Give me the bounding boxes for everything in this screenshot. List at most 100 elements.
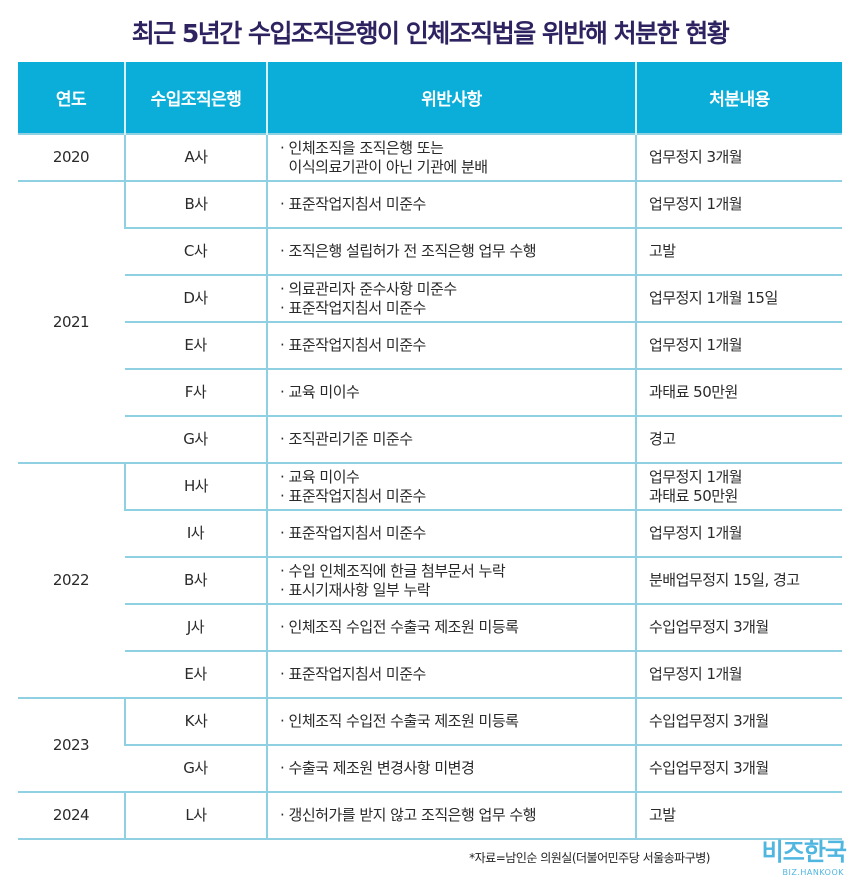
penalty-item: 업무정지 1개월 xyxy=(649,195,743,213)
violation-cell: 교육 미이수 xyxy=(266,368,636,416)
bank-cell: I사 xyxy=(125,509,267,557)
bank-cell: E사 xyxy=(125,650,267,698)
bank-cell: J사 xyxy=(125,603,267,651)
penalty-cell: 업무정지 1개월 15일 xyxy=(635,274,842,322)
violation-cell: 갱신허가를 받지 않고 조직은행 업무 수행 xyxy=(266,791,636,840)
violation-item: 수입 인체조직에 한글 첨부문서 누락 xyxy=(280,562,635,581)
violation-item: 표준작업지침서 미준수 xyxy=(280,299,635,318)
penalty-item: 업무정지 1개월 xyxy=(649,524,743,542)
penalty-cell: 업무정지 1개월 xyxy=(635,650,842,698)
penalty-cell: 업무정지 1개월 xyxy=(635,321,842,369)
violation-cell: 인체조직 수입전 수출국 제조원 미등록 xyxy=(266,697,636,745)
violation-cell: 표준작업지침서 미준수 xyxy=(266,509,636,557)
bank-cell: G사 xyxy=(125,415,267,463)
penalty-cell: 수입업무정지 3개월 xyxy=(635,744,842,792)
table-row: C사 조직은행 설립허가 전 조직은행 업무 수행 고발 xyxy=(18,227,842,275)
year-cell: 2024 xyxy=(18,791,125,840)
header-year: 연도 xyxy=(18,62,125,134)
penalty-cell: 업무정지 3개월 xyxy=(635,133,842,181)
penalty-item: 경고 xyxy=(649,430,676,448)
bank-cell: A사 xyxy=(124,133,267,181)
table-row: G사 수출국 제조원 변경사항 미변경 수입업무정지 3개월 xyxy=(18,744,842,792)
penalty-item: 분배업무정지 15일, 경고 xyxy=(649,571,800,589)
logo-korean: 비즈한국 xyxy=(761,838,847,866)
penalty-cell: 업무정지 1개월 xyxy=(635,180,842,228)
penalty-item: 업무정지 1개월 xyxy=(649,467,743,486)
penalty-cell: 업무정지 1개월 과태료 50만원 xyxy=(635,462,842,510)
penalty-item: 업무정지 1개월 15일 xyxy=(649,289,778,307)
penalty-item: 과태료 50만원 xyxy=(649,383,738,401)
penalty-cell: 수입업무정지 3개월 xyxy=(635,697,842,745)
violation-item: 의료관리자 준수사항 미준수 xyxy=(280,280,635,299)
violation-cell: 교육 미이수표준작업지침서 미준수 xyxy=(266,462,636,510)
violation-cell: 수출국 제조원 변경사항 미변경 xyxy=(266,744,636,792)
violation-item: 표시기재사항 일부 누락 xyxy=(280,581,635,600)
year-cell: 2020 xyxy=(18,133,125,181)
source-note: *자료=남인순 의원실(더불어민주당 서울송파구병) xyxy=(469,851,710,865)
penalty-cell: 업무정지 1개월 xyxy=(635,509,842,557)
penalty-cell: 고발 xyxy=(635,227,842,275)
table-row: E사 표준작업지침서 미준수 업무정지 1개월 xyxy=(18,321,842,369)
violation-item: 교육 미이수 xyxy=(280,383,635,402)
year-cell: 2022 xyxy=(18,462,125,698)
penalty-item: 수입업무정지 3개월 xyxy=(649,618,769,636)
violation-item: 표준작업지침서 미준수 xyxy=(280,336,635,355)
violation-cell: 표준작업지침서 미준수 xyxy=(266,180,636,228)
watermark-logo: 비즈한국 BIZ.HANKOOK xyxy=(726,838,847,883)
violation-item: 표준작업지침서 미준수 xyxy=(280,195,635,214)
bank-cell: L사 xyxy=(124,791,267,840)
logo-english: BIZ.HANKOOK xyxy=(782,868,844,877)
penalty-item: 수입업무정지 3개월 xyxy=(649,759,769,777)
violations-table: 연도 수입조직은행 위반사항 처분내용 2020A사인체조직을 조직은행 또는이… xyxy=(18,62,842,840)
bank-cell: B사 xyxy=(124,180,267,228)
violation-item: 이식의료기관이 아닌 기관에 분배 xyxy=(288,157,489,176)
table-row: E사 표준작업지침서 미준수 업무정지 1개월 xyxy=(18,650,842,698)
table-row: G사 조직관리기준 미준수 경고 xyxy=(18,415,842,463)
penalty-cell: 과태료 50만원 xyxy=(635,368,842,416)
violation-item: 갱신허가를 받지 않고 조직은행 업무 수행 xyxy=(280,806,635,825)
penalty-item: 업무정지 1개월 xyxy=(649,336,743,354)
year-cell: 2023 xyxy=(18,697,125,792)
bank-cell: H사 xyxy=(124,462,267,510)
violation-cell: 표준작업지침서 미준수 xyxy=(266,321,636,369)
bank-cell: G사 xyxy=(125,744,267,792)
violation-item: 교육 미이수 xyxy=(280,468,635,487)
violation-item: 인체조직 수입전 수출국 제조원 미등록 xyxy=(280,618,635,637)
bank-cell: C사 xyxy=(125,227,267,275)
violation-item: 표준작업지침서 미준수 xyxy=(280,665,635,684)
penalty-item: 업무정지 1개월 xyxy=(649,665,743,683)
table-row: B사 수입 인체조직에 한글 첨부문서 누락표시기재사항 일부 누락 분배업무정지 … xyxy=(18,556,842,604)
table-header-row: 연도 수입조직은행 위반사항 처분내용 xyxy=(18,62,842,134)
header-violation: 위반사항 xyxy=(266,62,636,134)
penalty-cell: 수입업무정지 3개월 xyxy=(635,603,842,651)
violation-cell: 조직은행 설립허가 전 조직은행 업무 수행 xyxy=(266,227,636,275)
violation-item: 표준작업지침서 미준수 xyxy=(280,487,635,506)
table-row: J사 인체조직 수입전 수출국 제조원 미등록 수입업무정지 3개월 xyxy=(18,603,842,651)
header-penalty: 처분내용 xyxy=(635,62,842,134)
bank-cell: D사 xyxy=(125,274,267,322)
violation-cell: 인체조직 수입전 수출국 제조원 미등록 xyxy=(266,603,636,651)
bank-cell: K사 xyxy=(124,697,267,745)
penalty-item: 고발 xyxy=(649,806,676,824)
bank-cell: E사 xyxy=(125,321,267,369)
bank-cell: F사 xyxy=(125,368,267,416)
year-cell: 2021 xyxy=(18,180,125,463)
bank-cell: B사 xyxy=(125,556,267,604)
penalty-item: 고발 xyxy=(649,242,676,260)
penalty-cell: 고발 xyxy=(635,791,842,840)
table-row: I사 표준작업지침서 미준수 업무정지 1개월 xyxy=(18,509,842,557)
violation-item: 인체조직 수입전 수출국 제조원 미등록 xyxy=(280,712,635,731)
violation-item: 조직관리기준 미준수 xyxy=(280,430,635,449)
penalty-item: 수입업무정지 3개월 xyxy=(649,712,769,730)
page-title: 최근 5년간 수입조직은행이 인체조직법을 위반해 처분한 현황 xyxy=(131,19,730,48)
violation-cell: 의료관리자 준수사항 미준수표준작업지침서 미준수 xyxy=(266,274,636,322)
violation-item: 인체조직을 조직은행 또는 xyxy=(280,139,635,158)
violation-item: 수출국 제조원 변경사항 미변경 xyxy=(280,759,635,778)
